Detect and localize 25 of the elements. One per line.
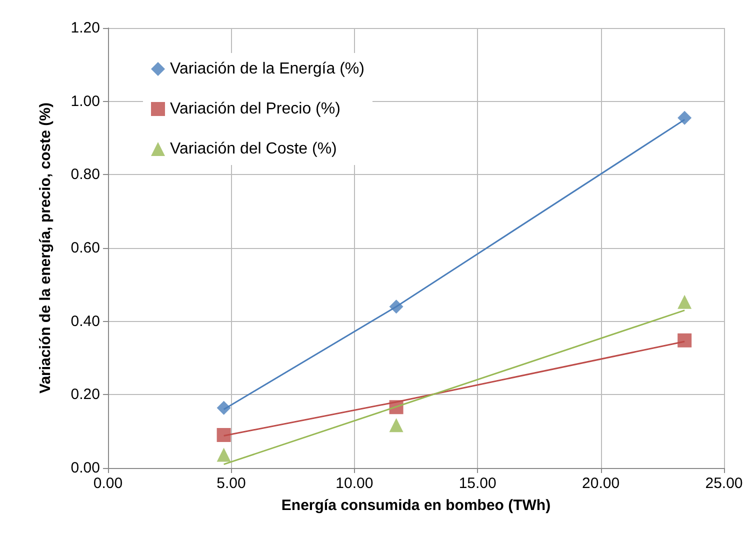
x-tick-label: 15.00 — [458, 475, 496, 492]
y-axis-title: Variación de la energía, precio, coste (%) — [37, 102, 54, 394]
point — [216, 428, 231, 442]
x-tick-label: 20.00 — [582, 475, 620, 492]
y-tick-label: 1.20 — [70, 20, 100, 36]
x-tick-label: 5.00 — [216, 475, 246, 492]
point — [216, 400, 231, 415]
y-tick-label: 1.00 — [70, 92, 100, 110]
point — [678, 110, 692, 125]
y-tick-label: 0.80 — [70, 166, 100, 184]
point — [216, 448, 231, 462]
y-tick-label: 0.20 — [70, 386, 100, 404]
y-tick-label: 0.00 — [70, 460, 100, 476]
point — [389, 418, 404, 432]
y-tick-label: 0.40 — [70, 312, 100, 330]
point — [678, 333, 692, 348]
legend-label: Variación del Precio (%) — [170, 100, 340, 118]
x-tick-label: 0.00 — [93, 475, 123, 492]
point — [678, 294, 692, 309]
y-tick-label: 0.60 — [70, 240, 100, 256]
x-tick-label: 25.00 — [705, 475, 743, 492]
legend-label: Variación de la Energía (%) — [170, 60, 364, 78]
legend-label: Variación del Coste (%) — [170, 140, 337, 158]
x-axis-title: Energía consumida en bombeo (TWh) — [281, 497, 551, 514]
x-tick-label: 10.00 — [336, 475, 374, 492]
